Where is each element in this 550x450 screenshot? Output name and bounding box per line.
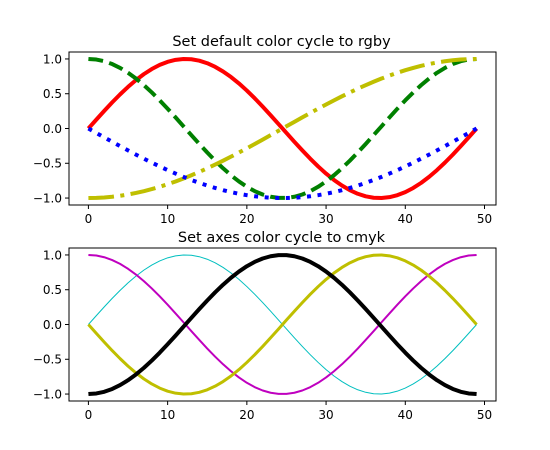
chart-title: Set axes color cycle to cmyk bbox=[178, 230, 386, 246]
chart-rgby: Set default color cycle to rgby 0 10 20 30 4… bbox=[33, 34, 497, 226]
y-tick-label: 0.5 bbox=[43, 283, 62, 297]
series-line-1 bbox=[88, 56, 477, 200]
x-tick-label: 50 bbox=[477, 212, 492, 226]
series-line-3 bbox=[87, 126, 478, 201]
x-tick-label: 40 bbox=[398, 408, 413, 422]
series-line-0 bbox=[86, 56, 479, 201]
axes-layer: 0 10 20 30 40 50 −1.0 −0.5 0.0 0.5 1.0 bbox=[33, 247, 497, 422]
y-tick-label: −0.5 bbox=[33, 157, 62, 171]
x-tick-label: 10 bbox=[160, 408, 175, 422]
x-tick-label: 40 bbox=[398, 212, 413, 226]
series-layer bbox=[87, 253, 478, 397]
y-tick-label: −0.5 bbox=[33, 353, 62, 367]
y-tick-label: 1.0 bbox=[43, 52, 62, 66]
x-tick-label: 30 bbox=[318, 408, 333, 422]
y-tick-label: −1.0 bbox=[33, 191, 62, 205]
chart-title: Set default color cycle to rgby bbox=[172, 34, 391, 50]
x-tick-label: 30 bbox=[318, 212, 333, 226]
x-tick-label: 50 bbox=[477, 408, 492, 422]
series-line-2 bbox=[88, 56, 477, 201]
y-tick-label: 1.0 bbox=[43, 248, 62, 262]
series-layer bbox=[86, 56, 479, 201]
x-tick-label: 10 bbox=[160, 212, 175, 226]
x-tick-label: 20 bbox=[239, 408, 254, 422]
series-line-2 bbox=[87, 253, 478, 396]
y-tick-label: 0.5 bbox=[43, 87, 62, 101]
chart-cmyk: Set axes color cycle to cmyk 0 10 20 30 40 50… bbox=[33, 230, 497, 422]
x-tick-label: 0 bbox=[85, 212, 93, 226]
series-line-3 bbox=[88, 253, 477, 397]
y-tick-label: −1.0 bbox=[33, 387, 62, 401]
series-line-1 bbox=[88, 253, 477, 395]
x-tick-label: 0 bbox=[85, 408, 93, 422]
y-tick-label: 0.0 bbox=[43, 318, 62, 332]
axes-layer: 0 10 20 30 40 50 −1.0 −0.5 0.0 0.5 1.0 bbox=[33, 51, 497, 226]
x-tick-label: 20 bbox=[239, 212, 254, 226]
y-tick-label: 0.0 bbox=[43, 122, 62, 136]
